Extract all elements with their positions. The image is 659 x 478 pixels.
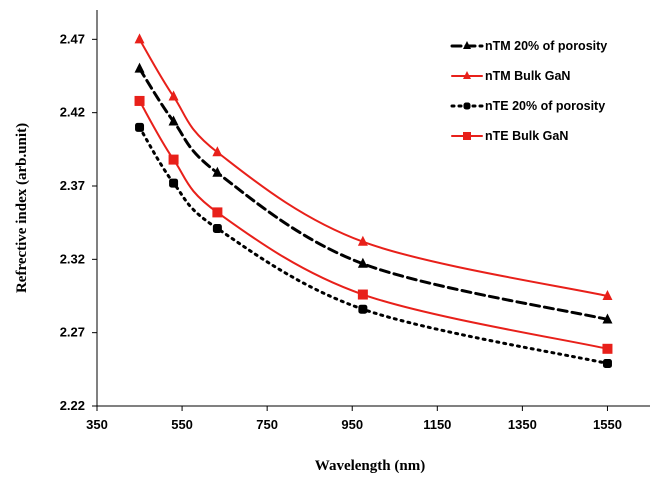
data-point [168,154,179,165]
legend: nTM 20% of porosity nTM Bulk GaN nTE 20% o… [450,39,607,143]
data-point [169,178,179,188]
legend-label: nTE Bulk GaN [485,129,568,143]
series-layer [134,33,613,368]
data-point [602,343,613,354]
data-point [602,313,613,324]
legend-label: nTM 20% of porosity [485,39,607,53]
legend-entry: nTM Bulk GaN [451,69,570,83]
y-tick-label: 2.22 [60,398,85,413]
x-tick-label: 350 [86,417,108,432]
legend-entry: nTM 20% of porosity [450,39,607,53]
data-point [357,289,368,300]
series-2 [135,122,612,368]
data-point [135,122,145,132]
legend-entry: nTE Bulk GaN [451,129,568,143]
legend-marker [463,132,471,140]
ticks: 350 550 750 950 1150 1350 1550 2.22 2.27 2.32 2.37… [60,31,622,432]
data-point [602,358,612,368]
series-1 [134,33,613,300]
data-point [357,257,368,268]
y-tick-label: 2.32 [60,251,85,266]
x-tick-label: 1550 [593,417,622,432]
series-line [138,125,609,365]
data-point [168,90,179,101]
series-0 [134,62,613,324]
series-3 [134,95,613,354]
series-line [138,99,609,350]
data-point [212,166,223,177]
legend-marker [463,71,471,79]
data-point [602,290,613,300]
data-point [134,62,145,73]
data-point [134,95,145,106]
x-tick-label: 550 [171,417,193,432]
legend-label: nTM Bulk GaN [485,69,570,83]
y-tick-label: 2.42 [60,105,85,120]
series-line [138,38,609,297]
data-point [168,115,179,126]
plot-area [96,10,650,407]
data-point [212,146,223,157]
legend-label: nTE 20% of porosity [485,99,605,113]
x-axis-title: Wavelength (nm) [315,458,425,474]
x-tick-label: 1350 [508,417,537,432]
data-point [212,207,223,218]
legend-entry: nTE 20% of porosity [450,99,605,113]
data-point [357,235,368,246]
y-tick-label: 2.47 [60,31,85,46]
data-point [212,224,222,234]
data-point [358,304,368,314]
legend-marker [463,41,471,49]
y-tick-label: 2.37 [60,178,85,193]
x-tick-label: 950 [341,417,363,432]
y-tick-label: 2.27 [60,325,85,340]
data-point [134,33,145,44]
x-tick-label: 750 [256,417,278,432]
y-axis-title: Refrective index (arb.unit) [14,123,30,293]
legend-marker [463,102,471,110]
x-tick-label: 1150 [423,417,451,432]
